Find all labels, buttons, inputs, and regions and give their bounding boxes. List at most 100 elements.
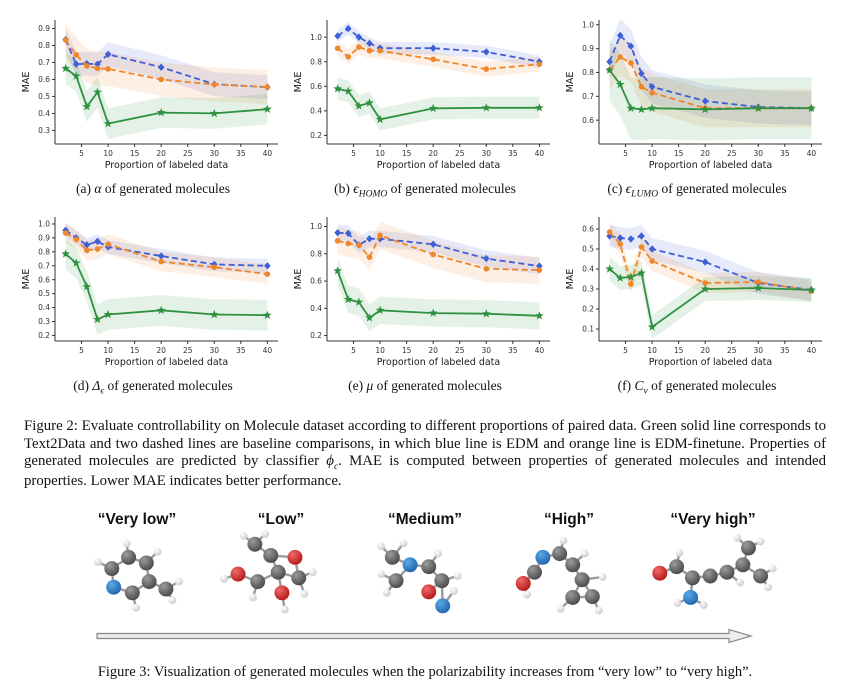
caption-label: (c) — [607, 181, 623, 196]
svg-text:20: 20 — [428, 149, 438, 158]
svg-text:30: 30 — [482, 346, 492, 355]
svg-text:10: 10 — [375, 149, 385, 158]
svg-text:Proportion of labeled data: Proportion of labeled data — [649, 357, 772, 368]
caption-symbol: ϵ — [625, 181, 632, 196]
svg-text:35: 35 — [508, 149, 518, 158]
svg-text:15: 15 — [674, 149, 684, 158]
chart-d-caption: (d) Δϵ of generated molecules — [73, 378, 232, 397]
svg-text:15: 15 — [402, 149, 412, 158]
svg-text:10: 10 — [103, 346, 113, 355]
caption-sub: HOMO — [358, 189, 388, 200]
svg-text:0.9: 0.9 — [582, 44, 594, 53]
svg-text:Proportion of labeled data: Proportion of labeled data — [649, 160, 772, 171]
molecule-low — [211, 529, 351, 623]
svg-text:0.4: 0.4 — [38, 109, 50, 118]
svg-text:20: 20 — [156, 149, 166, 158]
caption-symbol: ϵ — [353, 181, 359, 196]
svg-text:5: 5 — [351, 346, 356, 355]
svg-text:0.5: 0.5 — [582, 244, 594, 253]
molecule-medium — [355, 529, 495, 623]
svg-text:5: 5 — [623, 149, 628, 158]
label-very-low: “Very low” — [97, 510, 177, 528]
svg-text:30: 30 — [754, 346, 764, 355]
caption-label: (f) — [617, 377, 632, 393]
caption-label: (e) — [348, 377, 364, 393]
svg-text:25: 25 — [727, 346, 737, 355]
svg-text:1.0: 1.0 — [38, 219, 50, 228]
svg-text:5: 5 — [351, 149, 356, 158]
svg-text:0.8: 0.8 — [38, 41, 50, 50]
caption-symbol: α — [94, 181, 102, 196]
svg-text:15: 15 — [130, 346, 140, 355]
svg-text:0.9: 0.9 — [38, 24, 50, 33]
svg-text:25: 25 — [455, 346, 465, 355]
svg-text:MAE: MAE — [565, 268, 576, 289]
svg-text:25: 25 — [183, 149, 193, 158]
svg-text:35: 35 — [236, 346, 246, 355]
svg-text:30: 30 — [210, 149, 220, 158]
svg-text:1.0: 1.0 — [310, 33, 322, 42]
label-high: “High” — [544, 510, 594, 528]
svg-text:0.7: 0.7 — [582, 92, 594, 101]
svg-text:0.7: 0.7 — [38, 58, 50, 67]
svg-text:0.8: 0.8 — [38, 247, 50, 256]
chart-panel-e: 5 10 15 20 25 30 35 40 0.2 0.4 0.6 0.8 1.0 Proportion… — [289, 209, 561, 406]
chart-homo: 5 10 15 20 25 30 35 40 0.2 0.4 0.6 0.8 1.0 Proportion… — [292, 12, 558, 176]
svg-text:0.6: 0.6 — [310, 82, 322, 91]
svg-text:10: 10 — [375, 346, 385, 355]
svg-text:0.3: 0.3 — [38, 317, 50, 326]
svg-text:0.4: 0.4 — [582, 264, 594, 273]
svg-text:0.3: 0.3 — [38, 126, 50, 135]
svg-text:0.2: 0.2 — [38, 331, 50, 340]
svg-text:40: 40 — [263, 346, 273, 355]
chart-f-caption: (f) Cv of generated molecules — [618, 378, 777, 397]
svg-text:40: 40 — [807, 346, 817, 355]
caption-suffix: of generated molecules — [390, 181, 516, 196]
caption-sub: LUMO — [631, 189, 659, 200]
caption-suffix: of generated molecules — [661, 181, 787, 196]
caption-symbol: μ — [366, 377, 374, 393]
molecule-high — [499, 529, 639, 623]
svg-text:0.6: 0.6 — [38, 275, 50, 284]
svg-text:15: 15 — [402, 346, 412, 355]
molecule-row — [67, 529, 783, 623]
svg-text:15: 15 — [130, 149, 140, 158]
svg-text:0.4: 0.4 — [38, 303, 50, 312]
svg-text:30: 30 — [754, 149, 764, 158]
chart-alpha: 5 10 15 20 25 30 35 40 0.3 0.4 0.5 0.6 0.7 0.8 0.9 Prop… — [20, 12, 286, 176]
svg-text:MAE: MAE — [293, 268, 304, 289]
label-low: “Low” — [257, 510, 305, 528]
svg-text:MAE: MAE — [565, 72, 576, 93]
svg-text:Proportion of labeled data: Proportion of labeled data — [105, 357, 228, 368]
svg-text:5: 5 — [623, 346, 628, 355]
svg-text:0.6: 0.6 — [582, 116, 594, 125]
chart-panel-d: 5 10 15 20 25 30 35 40 0.2 0.3 0.4 0.5 0.6 0.7 0.8 0.9 1… — [17, 209, 289, 406]
chart-panel-b: 5 10 15 20 25 30 35 40 0.2 0.4 0.6 0.8 1.0 Proportion… — [289, 12, 561, 209]
svg-text:0.2: 0.2 — [310, 131, 322, 140]
figure2-caption: Figure 2: Evaluate controllability on Mo… — [24, 418, 826, 491]
svg-text:0.5: 0.5 — [38, 289, 50, 298]
caption-sub: ϵ — [100, 386, 105, 397]
caption-symbol: C — [634, 377, 644, 393]
svg-text:40: 40 — [263, 149, 273, 158]
caption-suffix: of generated molecules — [376, 377, 502, 393]
svg-text:0.9: 0.9 — [38, 233, 50, 242]
svg-text:MAE: MAE — [21, 268, 32, 289]
svg-text:0.4: 0.4 — [310, 304, 322, 313]
svg-text:5: 5 — [79, 149, 84, 158]
svg-text:35: 35 — [780, 346, 790, 355]
svg-text:Proportion of labeled data: Proportion of labeled data — [105, 160, 228, 171]
caption-suffix: of generated molecules — [107, 377, 233, 393]
figure2-caption-part2: . MAE is computed between properties of … — [24, 453, 827, 490]
svg-text:20: 20 — [700, 149, 710, 158]
increase-arrow — [95, 627, 755, 650]
svg-text:MAE: MAE — [21, 72, 32, 93]
svg-text:0.6: 0.6 — [310, 276, 322, 285]
svg-text:25: 25 — [455, 149, 465, 158]
svg-text:5: 5 — [79, 346, 84, 355]
caption-symbol: Δ — [92, 377, 101, 393]
figure2-caption-part1: Figure 2: Evaluate controllability on Mo… — [24, 418, 826, 470]
caption-label: (d) — [73, 377, 90, 393]
svg-text:0.1: 0.1 — [582, 324, 594, 333]
